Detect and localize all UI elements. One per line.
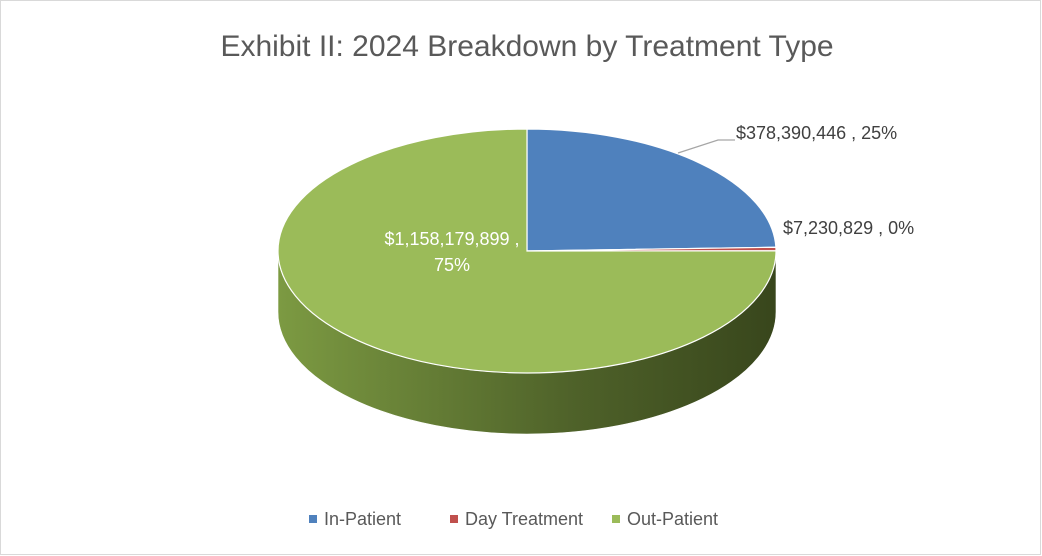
legend-swatch [450, 515, 458, 523]
data-label: $1,158,179,899 , 75% [384, 229, 520, 275]
chart-title: Exhibit II: 2024 Breakdown by Treatment … [220, 30, 833, 63]
leader-line [677, 139, 735, 154]
slice [277, 128, 777, 374]
legend-label: In-Patient [324, 509, 401, 529]
legend-label: Out-Patient [627, 509, 718, 529]
data-label: $378,390,446 , 25% [736, 123, 897, 143]
legend-swatch [612, 515, 620, 523]
data-label: $7,230,829 , 0% [783, 218, 914, 238]
legend-swatch [309, 515, 317, 523]
slice [526, 128, 777, 252]
legend-label: Day Treatment [465, 509, 583, 529]
